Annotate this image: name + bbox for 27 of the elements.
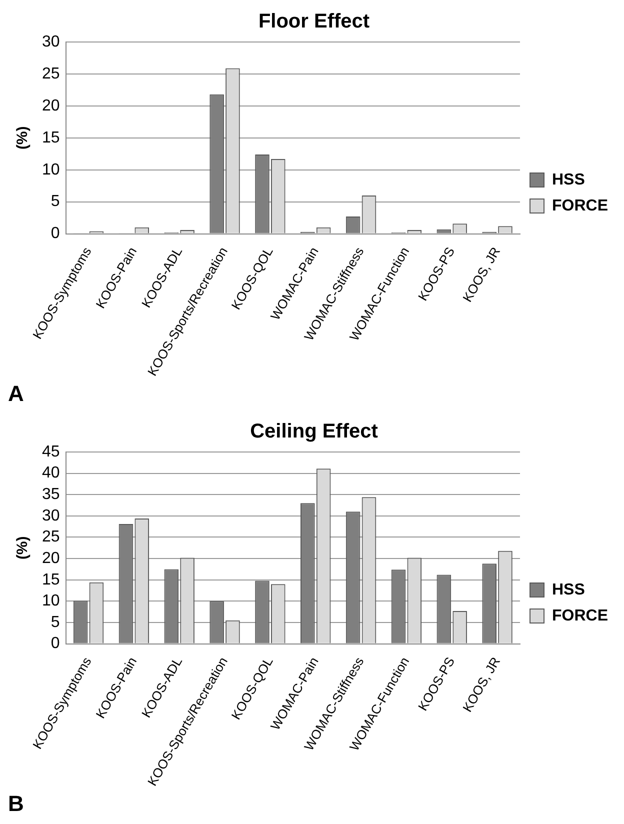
y-tick-label: 15 (42, 571, 60, 588)
y-tick-label: 25 (42, 528, 60, 546)
y-tick-label: 35 (42, 486, 60, 504)
chart-title: Floor Effect (258, 10, 370, 33)
y-tick-label: 10 (42, 161, 60, 178)
y-tick-label: 30 (42, 507, 60, 524)
chart-title: Ceiling Effect (250, 420, 378, 443)
y-tick-label: 30 (42, 33, 60, 50)
text: B (8, 791, 24, 816)
y-tick-label: 40 (42, 464, 60, 482)
y-tick-label: 15 (42, 129, 60, 146)
y-axis-title: (%) (14, 126, 32, 150)
legend-label: HSS (552, 581, 586, 598)
y-axis-title: (%) (14, 536, 32, 560)
text: A (8, 381, 24, 406)
y-tick-label: 5 (50, 193, 60, 210)
y-tick-label: 10 (42, 592, 60, 610)
y-tick-label: 20 (42, 550, 60, 567)
legend-label: FORCE (552, 197, 608, 214)
y-tick-label: 0 (50, 635, 60, 652)
y-tick-label: 45 (42, 443, 60, 460)
y-tick-label: 0 (50, 225, 60, 242)
legend-label: HSS (552, 171, 586, 188)
legend-label: FORCE (552, 607, 608, 624)
y-tick-label: 20 (42, 97, 60, 114)
y-tick-label: 25 (42, 65, 60, 82)
y-tick-label: 5 (50, 614, 60, 631)
